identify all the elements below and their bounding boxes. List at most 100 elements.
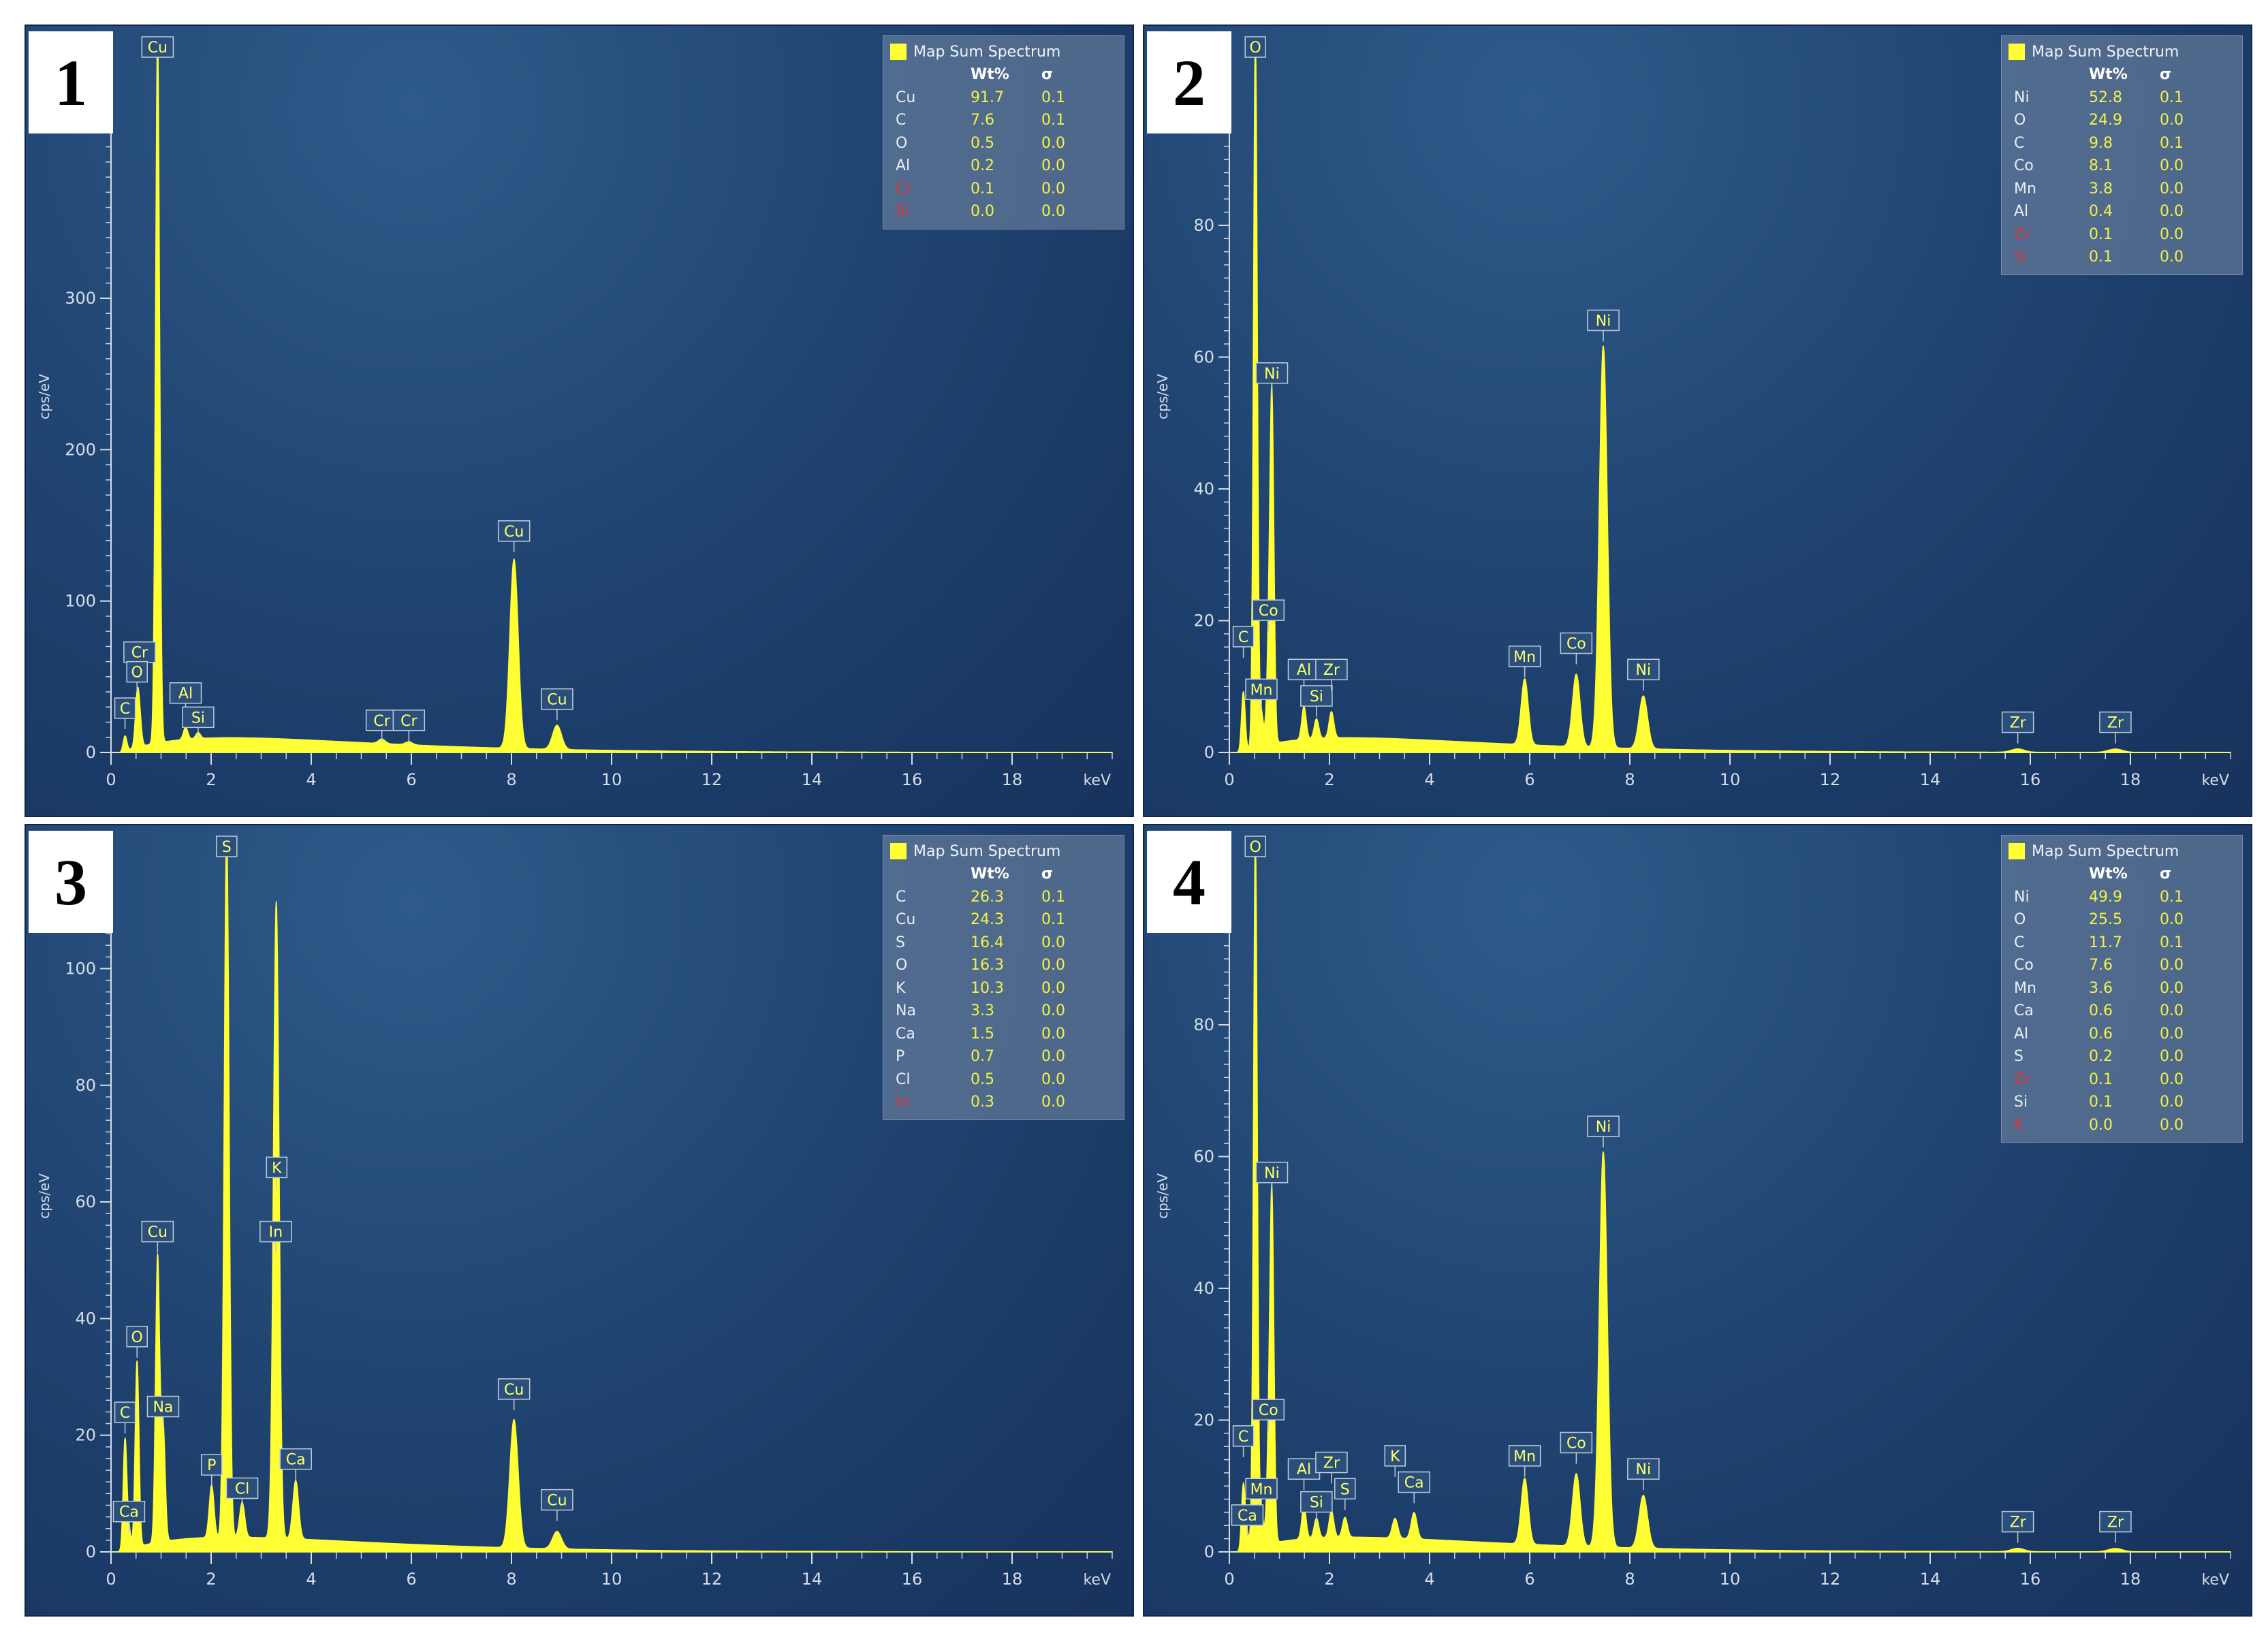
peak-label-al: Al xyxy=(178,686,193,703)
peak-label-box xyxy=(1252,599,1285,621)
legend-wt-value: 0.1 xyxy=(2089,249,2113,266)
legend-element: O xyxy=(2014,112,2026,129)
legend-row: Na 3.3 0.0 xyxy=(890,1000,1117,1023)
x-tick-label: 6 xyxy=(406,770,416,789)
peak-label-box xyxy=(1334,1478,1356,1500)
x-tick-label: 0 xyxy=(1224,770,1234,789)
legend-wt-value: 3.8 xyxy=(2089,180,2113,197)
spectrum-plot-4: 0 20 40 60 80 cps/eV 0 2 4 6 8 10 12 14 16 18 keV O Ni Co C M… xyxy=(1154,836,2231,1589)
peak-label-box xyxy=(1315,658,1348,680)
x-tick-label: 14 xyxy=(1920,1570,1941,1589)
y-tick-label: 300 xyxy=(65,289,96,308)
y-tick-label: 20 xyxy=(75,1426,96,1445)
y-tick-label: 0 xyxy=(86,743,96,762)
spectrum-area xyxy=(116,840,1113,1553)
peak-label-cr: Cr xyxy=(400,713,418,730)
spectrum-area xyxy=(116,40,1113,753)
peak-label-s: S xyxy=(1340,1481,1350,1498)
legend-sigma-value: 0.0 xyxy=(1041,134,1065,152)
legend-sigma-value: 0.0 xyxy=(2160,112,2184,129)
peak-label-box xyxy=(182,706,215,729)
peak-label-box xyxy=(126,1326,148,1348)
legend-element: C xyxy=(2014,134,2025,152)
peak-label-ni: Ni xyxy=(1596,313,1611,330)
legend-row: Al 0.4 0.0 xyxy=(2009,200,2235,223)
legend-element: Ni xyxy=(2014,888,2030,906)
legend-row: Cu 24.3 0.1 xyxy=(890,908,1117,932)
y-tick-label: 80 xyxy=(1193,1015,1214,1034)
spectrum-area xyxy=(1234,40,2231,753)
legend-col-sigma: σ xyxy=(2160,865,2172,883)
peak-label-box xyxy=(1252,1399,1285,1420)
peak-label-box xyxy=(1287,658,1321,680)
legend-sigma-value: 0.0 xyxy=(1041,1048,1065,1066)
x-tick-label: 8 xyxy=(506,1570,516,1589)
legend-sigma-value: 0.0 xyxy=(2160,1048,2184,1066)
legend-element: P xyxy=(896,1048,905,1066)
legend-wt-value: 24.9 xyxy=(2089,112,2122,129)
legend-sigma-value: 0.0 xyxy=(1041,1025,1065,1043)
peak-label-ni: Ni xyxy=(1636,1461,1652,1478)
legend-sigma-value: 0.0 xyxy=(2160,249,2184,266)
legend-row: O 0.5 0.0 xyxy=(890,132,1117,155)
legend-title: Map Sum Spectrum xyxy=(913,43,1061,61)
legend-sigma-value: 0.0 xyxy=(2160,180,2184,197)
x-tick-label: 18 xyxy=(1002,770,1023,789)
x-tick-label: 14 xyxy=(802,770,823,789)
y-tick-label: 100 xyxy=(65,592,96,611)
peak-label-box xyxy=(141,36,174,58)
y-axis-label: cps/eV xyxy=(1154,1173,1171,1219)
peak-label-si: Si xyxy=(1310,1495,1323,1512)
x-tick-label: 16 xyxy=(902,1570,923,1589)
legend-row: Al 0.6 0.0 xyxy=(2009,1023,2235,1046)
legend-sigma-value: 0.0 xyxy=(2160,1025,2184,1043)
legend-sigma-value: 0.1 xyxy=(1041,89,1065,106)
legend-col-wt: Wt% xyxy=(971,865,1009,883)
x-axis-label: keV xyxy=(1083,1572,1111,1589)
legend-col-wt: Wt% xyxy=(971,66,1009,84)
legend-element: Mn xyxy=(2014,979,2036,997)
peak-label-k: K xyxy=(272,1160,282,1177)
panel-number-3: 3 xyxy=(29,831,113,933)
legend-element: Si xyxy=(2014,249,2028,266)
legend-col-wt: Wt% xyxy=(2089,865,2128,883)
legend-wt-value: 8.1 xyxy=(2089,157,2113,175)
peak-label-box xyxy=(2001,1510,2034,1533)
legend-wt-value: 49.9 xyxy=(2089,888,2122,906)
x-tick-label: 14 xyxy=(1920,770,1941,789)
y-tick-label: 0 xyxy=(86,1542,96,1561)
legend-wt-value: 0.1 xyxy=(2089,1070,2113,1088)
peak-label-box xyxy=(123,641,156,663)
peak-label-box xyxy=(2099,1510,2132,1533)
spectrum-panel-1: 0 100 200 300 cps/eV 0 2 4 6 8 10 12 14 16 18 keV Cu Cr O C… xyxy=(25,25,1134,817)
x-tick-label: 10 xyxy=(601,1570,623,1589)
legend-row: O 16.3 0.0 xyxy=(890,954,1117,977)
legend-row: O 25.5 0.0 xyxy=(2009,908,2235,932)
legend-swatch xyxy=(2009,843,2025,859)
peak-label-mn: Mn xyxy=(1250,682,1273,699)
legend-wt-value: 24.3 xyxy=(971,911,1004,929)
y-tick-label: 0 xyxy=(1204,743,1214,762)
y-axis-label: cps/eV xyxy=(36,374,52,419)
panel-number-2: 2 xyxy=(1147,31,1231,133)
x-tick-label: 4 xyxy=(306,770,316,789)
peak-label-zr: Zr xyxy=(2010,1514,2027,1531)
legend-title: Map Sum Spectrum xyxy=(2032,43,2179,61)
legend-sigma-value: 0.1 xyxy=(1041,888,1065,906)
legend-col-sigma: σ xyxy=(2160,66,2172,84)
legend-sigma-value: 0.0 xyxy=(2160,225,2184,243)
legend-element: O xyxy=(2014,911,2026,929)
peak-label-box xyxy=(1255,1162,1289,1183)
legend-header: Map Sum Spectrum xyxy=(890,40,1117,63)
peak-label-box xyxy=(541,688,573,710)
legend-sigma-value: 0.1 xyxy=(1041,112,1065,129)
peak-label-box xyxy=(1244,36,1266,58)
y-axis-label: cps/eV xyxy=(1154,374,1171,419)
peak-label-co: Co xyxy=(1566,636,1586,653)
legend-column-header: Wt% σ xyxy=(890,63,1117,86)
x-tick-label: 10 xyxy=(601,770,623,789)
legend-wt-value: 0.6 xyxy=(2089,1002,2113,1020)
peak-label-cl: Cl xyxy=(235,1480,249,1497)
legend-wt-value: 0.2 xyxy=(971,157,994,175)
legend-sigma-value: 0.0 xyxy=(2160,911,2184,929)
